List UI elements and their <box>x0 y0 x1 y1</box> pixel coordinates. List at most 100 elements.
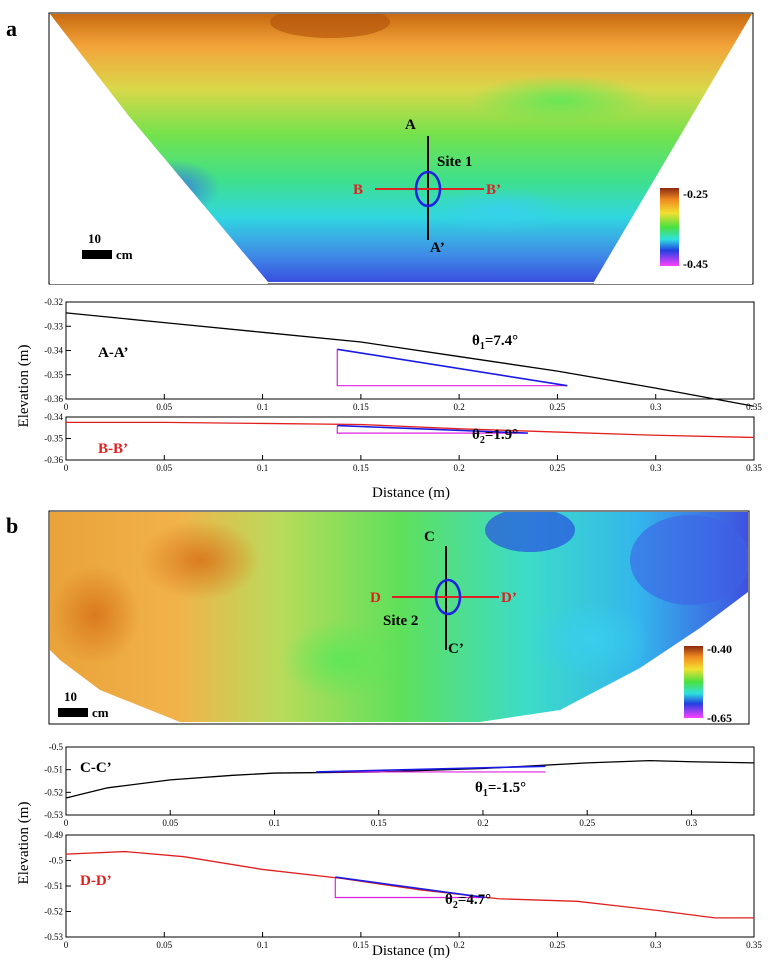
y-tick-label: -0.5 <box>49 742 64 752</box>
x-tick-label: 0.05 <box>156 402 172 412</box>
map-a-heatmap <box>50 14 752 282</box>
x-tick-label: 0.2 <box>477 818 488 828</box>
y-tick-label: -0.36 <box>44 455 63 465</box>
x-tick-label: 0 <box>64 463 69 473</box>
panel-a-label: a <box>6 16 17 41</box>
section-label: B-B’ <box>98 441 128 457</box>
scale-a-bar <box>82 250 112 259</box>
y-tick-label: -0.53 <box>44 810 63 820</box>
x-tick-label: 0.35 <box>746 463 762 473</box>
x-tick-label: 0.25 <box>550 940 566 950</box>
label-c-end: C’ <box>448 641 464 657</box>
x-tick-label: 0.3 <box>650 402 662 412</box>
xlabel-a: Distance (m) <box>372 485 450 501</box>
y-tick-label: -0.49 <box>44 830 63 840</box>
angle-label: θ2=4.7° <box>445 892 491 911</box>
label-a-start: A <box>405 117 416 133</box>
label-d-end: D’ <box>501 590 517 606</box>
y-tick-label: -0.34 <box>44 346 63 356</box>
x-tick-label: 0.1 <box>269 818 280 828</box>
profile-line <box>66 421 755 439</box>
scale-a-value: 10 <box>88 231 101 246</box>
profile-frame <box>65 746 755 816</box>
slope-triangle <box>336 349 568 387</box>
x-tick-label: 0.25 <box>550 402 566 412</box>
slope-segment <box>316 765 546 773</box>
scale-a-unit: cm <box>116 247 133 262</box>
map-b-heatmap <box>50 512 748 722</box>
x-tick-label: 0 <box>64 818 69 828</box>
y-tick-label: -0.32 <box>44 297 63 307</box>
y-tick-label: -0.52 <box>44 787 63 797</box>
x-tick-label: 0.2 <box>454 940 465 950</box>
x-tick-label: 0.15 <box>353 402 369 412</box>
slope-triangle <box>334 877 485 899</box>
profile-frame <box>65 834 755 938</box>
y-tick-label: -0.33 <box>44 321 63 331</box>
slope-segment <box>335 876 485 899</box>
x-tick-label: 0.15 <box>353 940 369 950</box>
slope-triangle <box>336 425 528 434</box>
site-1-label: Site 1 <box>437 154 472 170</box>
site-1-circle <box>414 170 442 208</box>
scale-b-value: 10 <box>64 689 77 704</box>
x-tick-label: 0 <box>64 402 69 412</box>
x-tick-label: 0.2 <box>454 463 465 473</box>
x-tick-label: 0.35 <box>746 940 762 950</box>
x-tick-label: 0.15 <box>371 818 387 828</box>
slope-segment <box>337 348 568 387</box>
x-tick-label: 0.2 <box>454 402 465 412</box>
y-tick-label: -0.53 <box>44 932 63 942</box>
map-a-blank-right <box>594 14 752 284</box>
section-label: D-D’ <box>80 873 112 889</box>
profile-frame <box>65 416 755 461</box>
x-tick-label: 0.3 <box>650 940 662 950</box>
colorbar-b-min: -0.65 <box>707 711 732 725</box>
site-2-label: Site 2 <box>383 613 418 629</box>
y-tick-label: -0.52 <box>44 907 63 917</box>
profile-line <box>65 850 754 919</box>
map-a-blank-left <box>50 115 268 284</box>
angle-label: θ2=1.9° <box>472 427 518 446</box>
site-2-circle <box>434 578 462 616</box>
colorbar-a-min: -0.45 <box>683 257 708 271</box>
profile-frame <box>65 301 755 400</box>
y-tick-label: -0.36 <box>44 394 63 404</box>
y-tick-label: -0.35 <box>44 370 63 380</box>
x-tick-label: 0.1 <box>257 940 268 950</box>
colorbar-b <box>684 646 703 718</box>
x-tick-label: 0.05 <box>156 463 172 473</box>
xlabel-b: Distance (m) <box>372 943 450 959</box>
ylabel-a: Elevation (m) <box>16 345 32 428</box>
x-tick-label: 0.25 <box>550 463 566 473</box>
y-tick-label: -0.51 <box>44 765 63 775</box>
scale-b-bar <box>58 708 88 717</box>
y-tick-label: -0.34 <box>44 412 63 422</box>
x-tick-label: 0.1 <box>257 463 268 473</box>
section-label: A-A’ <box>98 345 129 361</box>
label-b-start: B <box>353 182 363 198</box>
x-tick-label: 0.05 <box>156 940 172 950</box>
x-tick-label: 0.35 <box>746 402 762 412</box>
slope-segment <box>337 424 528 434</box>
colorbar-b-max: -0.40 <box>707 642 732 656</box>
label-b-end: B’ <box>486 182 501 198</box>
ylabel-b: Elevation (m) <box>16 802 32 885</box>
y-tick-label: -0.51 <box>44 881 63 891</box>
x-tick-label: 0.05 <box>162 818 178 828</box>
colorbar-a-max: -0.25 <box>683 187 708 201</box>
x-tick-label: 0.3 <box>686 818 698 828</box>
x-tick-label: 0.1 <box>257 402 268 412</box>
label-a-end: A’ <box>430 240 445 256</box>
label-c-start: C <box>424 529 435 545</box>
profile-line <box>65 312 755 407</box>
label-d-start: D <box>370 590 381 606</box>
x-tick-label: 0.15 <box>353 463 369 473</box>
panel-b-label: b <box>6 513 18 538</box>
section-label: C-C’ <box>80 760 112 776</box>
colorbar-a <box>660 188 679 266</box>
y-tick-label: -0.5 <box>49 856 64 866</box>
y-tick-label: -0.35 <box>44 434 63 444</box>
angle-label: θ1=-1.5° <box>475 780 526 799</box>
